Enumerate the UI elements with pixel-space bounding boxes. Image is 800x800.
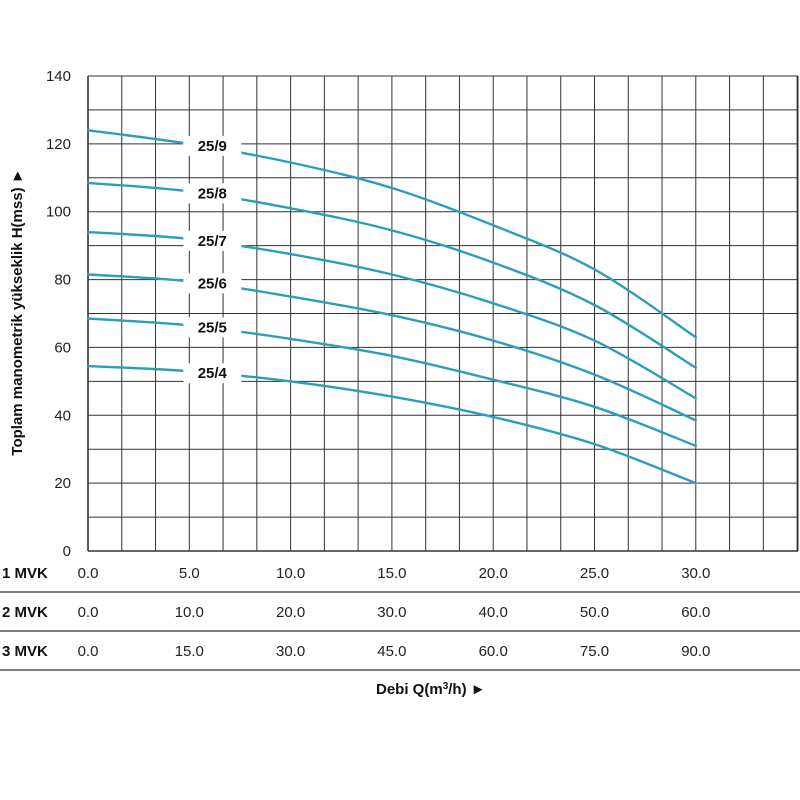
flow-scale-rows: 1 MVK 0.0 5.0 10.0 15.0 20.0 25.0 30.0 2 MVK 0.0 1… [0,565,800,671]
y-tick-label: 140 [46,68,71,85]
x-tick-label: 0.0 [78,604,99,621]
x-tick-label: 20.0 [276,604,305,621]
x-tick-label: 30.0 [276,643,305,660]
x-tick-label: 30.0 [377,604,406,621]
x-tick-label: 0.0 [78,565,99,582]
curve-label-bg [183,135,242,156]
x-tick-label: 60.0 [479,643,508,660]
x-tick-label: 20.0 [479,565,508,582]
x-tick-label: 75.0 [580,643,609,660]
y-axis-title: Toplam manometrik yükseklik H(mss) ► [9,168,26,455]
curve-label-25-5: 25/5 [198,319,227,336]
x-axis-title: Debi Q(m3/h) ► [376,681,486,699]
curve-label-25-7: 25/7 [198,233,227,250]
y-tick-label: 100 [46,204,71,221]
x-tick-label: 15.0 [175,643,204,660]
y-tick-label: 80 [54,272,71,289]
x-tick-label: 15.0 [377,565,406,582]
y-tick-label: 20 [54,475,71,492]
y-tick-label: 60 [54,339,71,356]
y-tick-label: 0 [63,543,71,560]
curve-label-bg [183,230,242,251]
curve-label-bg [183,363,242,384]
curve-label-bg [183,317,242,338]
y-tick-label: 120 [46,136,71,153]
curve-label-bg [183,273,242,294]
x-tick-label: 40.0 [479,604,508,621]
x-tick-label: 60.0 [681,604,710,621]
x-tick-label: 5.0 [179,565,200,582]
curve-label-25-6: 25/6 [198,275,227,292]
y-tick-label: 40 [54,407,71,424]
x-tick-label: 90.0 [681,643,710,660]
scale-row-name: 3 MVK [2,643,48,660]
x-tick-label: 10.0 [276,565,305,582]
scale-row-name: 1 MVK [2,565,48,582]
x-tick-label: 30.0 [681,565,710,582]
scale-row-name: 2 MVK [2,604,48,621]
x-tick-label: 0.0 [78,643,99,660]
curve-labels: 25/9 25/8 25/7 25/6 25/5 25/4 [183,135,242,384]
curve-label-25-4: 25/4 [198,365,228,382]
curve-label-25-8: 25/8 [198,185,227,202]
x-axis-title-suffix: /h) ► [448,681,485,698]
x-axis-title-superscript: 3 [443,681,449,692]
x-tick-label: 10.0 [175,604,204,621]
curve-label-25-9: 25/9 [198,138,227,155]
curve-label-bg [183,183,242,204]
x-axis-title-prefix: Debi Q(m [376,681,443,698]
y-tick-labels: 0 20 40 60 80 100 120 140 [46,68,71,560]
x-tick-label: 25.0 [580,565,609,582]
x-tick-label: 45.0 [377,643,406,660]
x-tick-label: 50.0 [580,604,609,621]
